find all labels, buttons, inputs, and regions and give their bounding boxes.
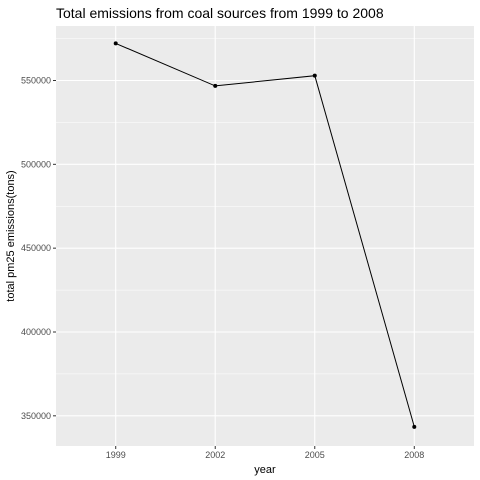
grid-lines [56, 26, 474, 446]
y-tick-label: 500000 [21, 159, 51, 169]
x-tick-label: 2008 [404, 450, 424, 460]
data-point [113, 41, 118, 46]
x-tick-label: 2002 [205, 450, 225, 460]
x-tick-label: 2005 [305, 450, 325, 460]
y-tick-label: 450000 [21, 243, 51, 253]
x-axis-title: year [254, 464, 276, 476]
data-point [312, 73, 317, 78]
data-point [412, 424, 417, 429]
series [113, 41, 417, 429]
data-point [213, 83, 218, 88]
x-axis: 1999 2002 2005 2008 [106, 446, 424, 460]
plot-panel [56, 26, 474, 446]
y-tick-label: 550000 [21, 75, 51, 85]
x-tick-label: 1999 [106, 450, 126, 460]
y-axis-title: total pm25 emissions(tons) [5, 170, 17, 301]
y-tick-label: 400000 [21, 327, 51, 337]
series-line [115, 42, 415, 427]
y-tick-label: 350000 [21, 411, 51, 421]
y-axis: 350000 400000 450000 500000 550000 [21, 75, 56, 421]
chart-title: Total emissions from coal sources from 1… [56, 5, 384, 21]
